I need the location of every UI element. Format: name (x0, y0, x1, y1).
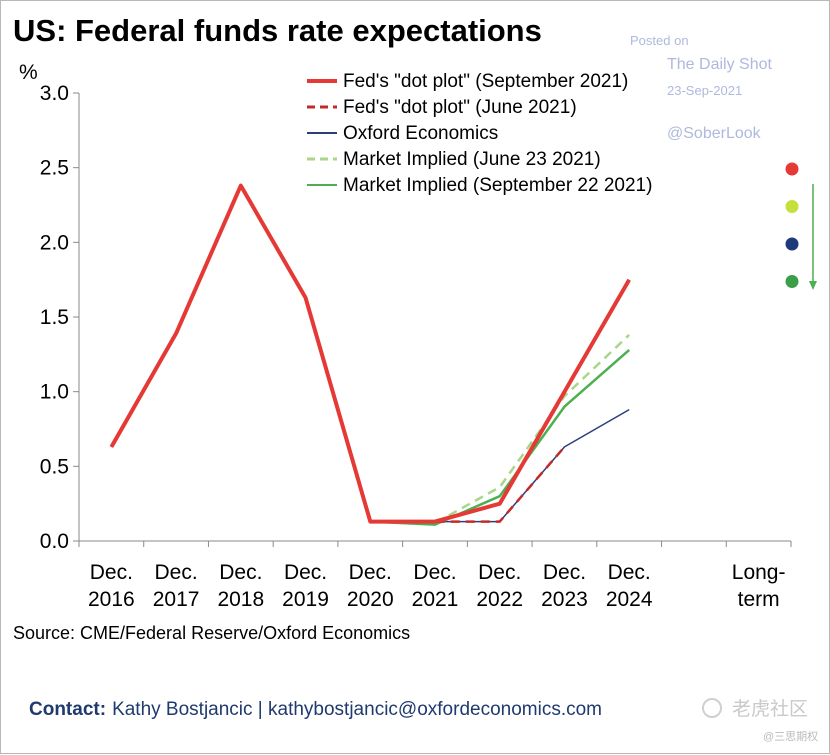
legend: Fed's "dot plot" (September 2021) Fed's "… (307, 71, 652, 196)
longterm-dots (785, 162, 799, 288)
x-tick-label: 2019 (282, 588, 329, 611)
x-tick-label: Dec. (608, 561, 651, 584)
x-tick-label: Dec. (154, 561, 197, 584)
contact-line: Contact: Kathy Bostjancic | kathybostjanc… (29, 699, 602, 720)
x-tick-label: Long- (732, 561, 786, 584)
x-tick-label: Dec. (284, 561, 327, 584)
chart-title: US: Federal funds rate expectations (13, 13, 542, 48)
axes: 0.0 0.5 1.0 1.5 2.0 2.5 3.0 Dec. 2016 Dec. 2017 Dec… (40, 82, 792, 611)
y-tick-label: 2.5 (40, 157, 69, 180)
x-tick-label: 2023 (541, 588, 588, 611)
x-tick-label: 2024 (606, 588, 653, 611)
x-tick-label: 2016 (88, 588, 135, 611)
x-tick-label: 2021 (412, 588, 459, 611)
series-line-oxford-economics (110, 184, 630, 523)
brand-logo-icon (702, 698, 722, 718)
series-layer (109, 183, 631, 526)
longterm-dot (785, 162, 799, 176)
x-tick-label: Dec. (349, 561, 392, 584)
legend-label: Market Implied (June 23 2021) (343, 149, 601, 170)
x-tick-label: Dec. (219, 561, 262, 584)
longterm-dot (785, 200, 799, 213)
brand-logo: 老虎社区 @三思期权 (702, 698, 818, 743)
x-tick-label: Dec. (478, 561, 521, 584)
contact-label: Contact: (29, 699, 106, 720)
brand-main: 老虎社区 (732, 698, 808, 720)
legend-label: Oxford Economics (343, 123, 498, 144)
x-tick-label: 2017 (153, 588, 200, 611)
x-tick-label: 2022 (476, 588, 523, 611)
x-tick-label: Dec. (90, 561, 133, 584)
x-tick-label: Dec. (413, 561, 456, 584)
x-tick-label: term (738, 588, 780, 611)
series-line-fed-s-dot-plot-september-2021 (109, 183, 631, 524)
y-axis-unit: % (19, 61, 38, 84)
longterm-dot (785, 237, 799, 251)
series-line-market-implied-september-22-2021 (110, 184, 631, 526)
series-line-fed-s-dot-plot-june-2021 (110, 184, 566, 523)
y-tick-label: 1.5 (40, 306, 69, 329)
y-tick-label: 3.0 (40, 82, 69, 105)
source-note: Source: CME/Federal Reserve/Oxford Econo… (13, 623, 410, 643)
longterm-dot (785, 275, 799, 288)
legend-label: Fed's "dot plot" (September 2021) (343, 71, 628, 92)
contact-text: Kathy Bostjancic | kathybostjancic@oxfor… (112, 699, 602, 720)
watermark-date: 23-Sep-2021 (667, 83, 742, 98)
y-tick-label: 0.0 (40, 530, 69, 553)
legend-label: Market Implied (September 22 2021) (343, 175, 652, 196)
y-tick-label: 1.0 (40, 381, 69, 404)
x-tick-label: 2018 (217, 588, 264, 611)
watermark-posted-on: Posted on (630, 33, 689, 48)
brand-sub: @三思期权 (763, 730, 818, 743)
y-tick-label: 0.5 (40, 455, 69, 478)
longterm-arrow (809, 184, 817, 290)
series-line-market-implied-june-23-2021 (110, 184, 631, 525)
x-tick-label: 2020 (347, 588, 394, 611)
y-tick-label: 2.0 (40, 231, 69, 254)
watermark-daily-shot: The Daily Shot (667, 56, 772, 73)
legend-label: Fed's "dot plot" (June 2021) (343, 97, 577, 118)
x-tick-label: Dec. (543, 561, 586, 584)
watermark-handle: @SoberLook (667, 125, 762, 142)
